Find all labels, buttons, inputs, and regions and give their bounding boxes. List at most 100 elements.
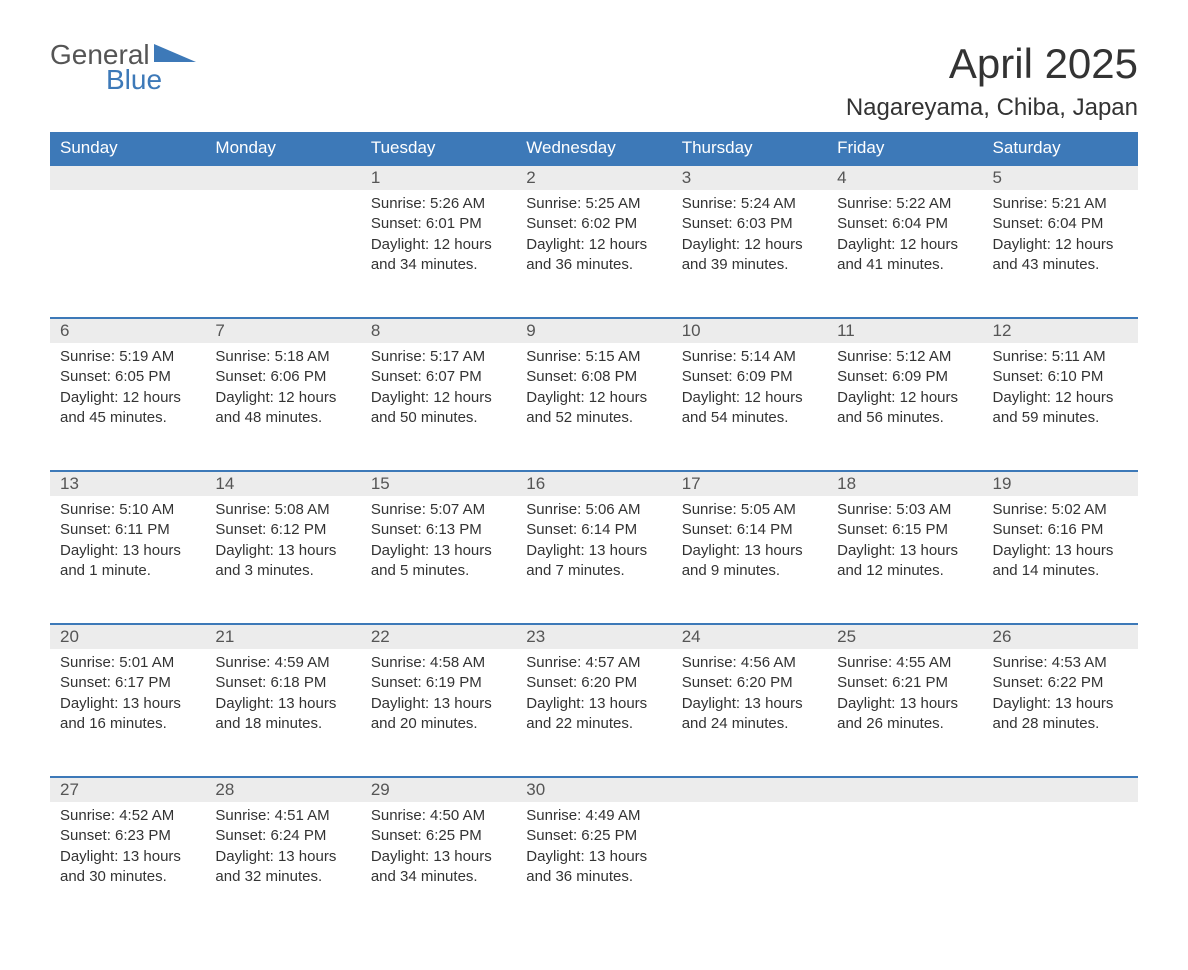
sunrise-line: Sunrise: 4:55 AM [837, 653, 972, 673]
day-content-cell: Sunrise: 5:05 AMSunset: 6:14 PMDaylight:… [672, 496, 827, 624]
day-number-cell: 14 [205, 471, 360, 496]
day-number-cell: 13 [50, 471, 205, 496]
sunrise-line: Sunrise: 5:12 AM [837, 347, 972, 367]
sunrise-line: Sunrise: 4:49 AM [526, 806, 661, 826]
sunrise-line: Sunrise: 5:11 AM [993, 347, 1128, 367]
logo: General Blue [50, 40, 196, 95]
sunrise-line: Sunrise: 5:08 AM [215, 500, 350, 520]
daylight-line: Daylight: 12 hours and 52 minutes. [526, 388, 661, 429]
day-content-cell: Sunrise: 5:19 AMSunset: 6:05 PMDaylight:… [50, 343, 205, 471]
day-number-cell: 10 [672, 318, 827, 343]
day-content-cell: Sunrise: 5:11 AMSunset: 6:10 PMDaylight:… [983, 343, 1138, 471]
day-content-cell: Sunrise: 5:02 AMSunset: 6:16 PMDaylight:… [983, 496, 1138, 624]
sunset-line: Sunset: 6:14 PM [526, 520, 661, 540]
daylight-line: Daylight: 13 hours and 16 minutes. [60, 694, 195, 735]
daylight-line: Daylight: 13 hours and 14 minutes. [993, 541, 1128, 582]
day-content-cell: Sunrise: 5:08 AMSunset: 6:12 PMDaylight:… [205, 496, 360, 624]
sunset-line: Sunset: 6:01 PM [371, 214, 506, 234]
sunrise-line: Sunrise: 4:50 AM [371, 806, 506, 826]
sunrise-line: Sunrise: 5:05 AM [682, 500, 817, 520]
day-content-cell: Sunrise: 5:26 AMSunset: 6:01 PMDaylight:… [361, 190, 516, 318]
day-content-cell: Sunrise: 5:15 AMSunset: 6:08 PMDaylight:… [516, 343, 671, 471]
day-header: Sunday [50, 132, 205, 165]
day-number-cell: 8 [361, 318, 516, 343]
sunset-line: Sunset: 6:04 PM [837, 214, 972, 234]
day-number-cell: 12 [983, 318, 1138, 343]
sunset-line: Sunset: 6:22 PM [993, 673, 1128, 693]
sunset-line: Sunset: 6:12 PM [215, 520, 350, 540]
day-number-cell: 22 [361, 624, 516, 649]
daynum-row: 6789101112 [50, 318, 1138, 343]
day-number-cell: 3 [672, 165, 827, 190]
day-content-cell: Sunrise: 5:21 AMSunset: 6:04 PMDaylight:… [983, 190, 1138, 318]
month-title: April 2025 [846, 40, 1138, 88]
day-number-cell [205, 165, 360, 190]
sunrise-line: Sunrise: 5:19 AM [60, 347, 195, 367]
sunset-line: Sunset: 6:04 PM [993, 214, 1128, 234]
day-number-cell: 15 [361, 471, 516, 496]
content-row: Sunrise: 5:10 AMSunset: 6:11 PMDaylight:… [50, 496, 1138, 624]
sunset-line: Sunset: 6:09 PM [682, 367, 817, 387]
daylight-line: Daylight: 13 hours and 1 minute. [60, 541, 195, 582]
calendar-table: SundayMondayTuesdayWednesdayThursdayFrid… [50, 132, 1138, 930]
day-number-cell: 27 [50, 777, 205, 802]
daynum-row: 27282930 [50, 777, 1138, 802]
day-content-cell: Sunrise: 5:12 AMSunset: 6:09 PMDaylight:… [827, 343, 982, 471]
day-content-cell: Sunrise: 4:53 AMSunset: 6:22 PMDaylight:… [983, 649, 1138, 777]
logo-triangle-icon [154, 44, 196, 62]
sunset-line: Sunset: 6:20 PM [526, 673, 661, 693]
daylight-line: Daylight: 13 hours and 32 minutes. [215, 847, 350, 888]
content-row: Sunrise: 5:01 AMSunset: 6:17 PMDaylight:… [50, 649, 1138, 777]
day-header: Thursday [672, 132, 827, 165]
daylight-line: Daylight: 13 hours and 7 minutes. [526, 541, 661, 582]
daylight-line: Daylight: 12 hours and 54 minutes. [682, 388, 817, 429]
daylight-line: Daylight: 13 hours and 36 minutes. [526, 847, 661, 888]
day-header: Tuesday [361, 132, 516, 165]
day-content-cell: Sunrise: 4:50 AMSunset: 6:25 PMDaylight:… [361, 802, 516, 930]
content-row: Sunrise: 5:19 AMSunset: 6:05 PMDaylight:… [50, 343, 1138, 471]
day-number-cell: 4 [827, 165, 982, 190]
sunrise-line: Sunrise: 4:58 AM [371, 653, 506, 673]
day-content-cell: Sunrise: 5:24 AMSunset: 6:03 PMDaylight:… [672, 190, 827, 318]
day-number-cell: 20 [50, 624, 205, 649]
day-number-cell: 9 [516, 318, 671, 343]
day-number-cell: 28 [205, 777, 360, 802]
day-number-cell [983, 777, 1138, 802]
sunset-line: Sunset: 6:10 PM [993, 367, 1128, 387]
sunset-line: Sunset: 6:07 PM [371, 367, 506, 387]
daylight-line: Daylight: 13 hours and 3 minutes. [215, 541, 350, 582]
daylight-line: Daylight: 13 hours and 30 minutes. [60, 847, 195, 888]
sunset-line: Sunset: 6:19 PM [371, 673, 506, 693]
daylight-line: Daylight: 12 hours and 36 minutes. [526, 235, 661, 276]
day-number-cell [827, 777, 982, 802]
title-block: April 2025 Nagareyama, Chiba, Japan [846, 40, 1138, 122]
day-number-cell: 7 [205, 318, 360, 343]
day-content-cell: Sunrise: 4:58 AMSunset: 6:19 PMDaylight:… [361, 649, 516, 777]
daylight-line: Daylight: 13 hours and 9 minutes. [682, 541, 817, 582]
daylight-line: Daylight: 13 hours and 28 minutes. [993, 694, 1128, 735]
day-number-cell [50, 165, 205, 190]
sunrise-line: Sunrise: 5:06 AM [526, 500, 661, 520]
sunset-line: Sunset: 6:17 PM [60, 673, 195, 693]
sunrise-line: Sunrise: 4:52 AM [60, 806, 195, 826]
daylight-line: Daylight: 12 hours and 34 minutes. [371, 235, 506, 276]
sunset-line: Sunset: 6:24 PM [215, 826, 350, 846]
day-number-cell: 1 [361, 165, 516, 190]
sunrise-line: Sunrise: 5:10 AM [60, 500, 195, 520]
sunset-line: Sunset: 6:09 PM [837, 367, 972, 387]
day-content-cell: Sunrise: 4:51 AMSunset: 6:24 PMDaylight:… [205, 802, 360, 930]
day-number-cell: 21 [205, 624, 360, 649]
day-number-cell: 11 [827, 318, 982, 343]
sunrise-line: Sunrise: 5:25 AM [526, 194, 661, 214]
daylight-line: Daylight: 12 hours and 56 minutes. [837, 388, 972, 429]
content-row: Sunrise: 5:26 AMSunset: 6:01 PMDaylight:… [50, 190, 1138, 318]
sunrise-line: Sunrise: 5:15 AM [526, 347, 661, 367]
day-number-cell: 30 [516, 777, 671, 802]
sunset-line: Sunset: 6:23 PM [60, 826, 195, 846]
day-content-cell: Sunrise: 5:01 AMSunset: 6:17 PMDaylight:… [50, 649, 205, 777]
daylight-line: Daylight: 13 hours and 24 minutes. [682, 694, 817, 735]
day-content-cell [50, 190, 205, 318]
sunrise-line: Sunrise: 5:18 AM [215, 347, 350, 367]
sunrise-line: Sunrise: 5:26 AM [371, 194, 506, 214]
day-header-row: SundayMondayTuesdayWednesdayThursdayFrid… [50, 132, 1138, 165]
